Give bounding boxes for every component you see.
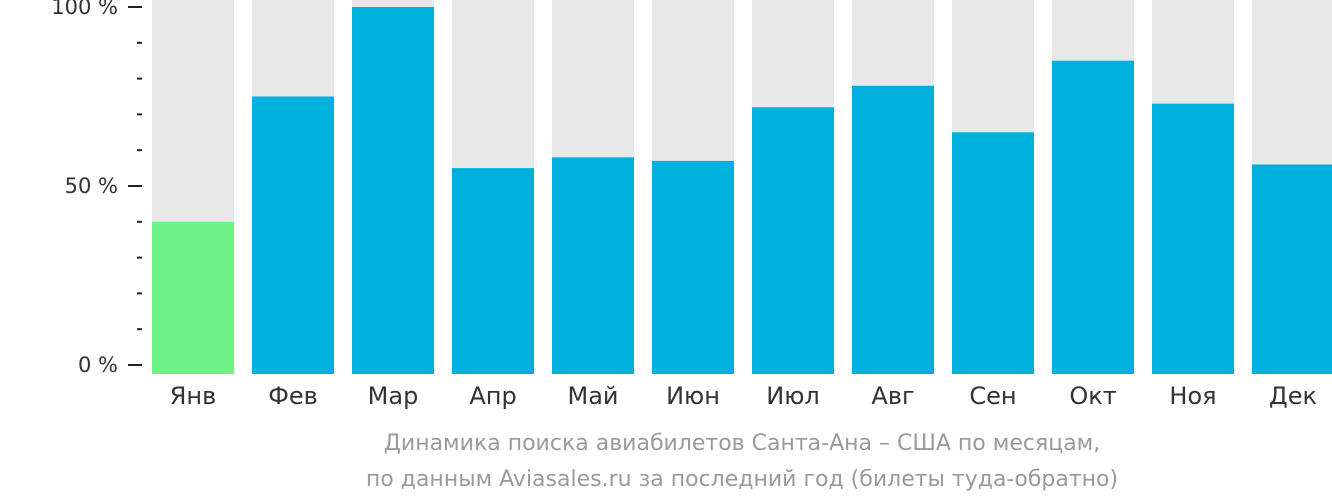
x-tick-label-11: Дек (1269, 382, 1317, 410)
bar-3 (452, 168, 534, 374)
y-tick-label-0: 0 % (78, 353, 118, 377)
bar-0 (152, 221, 234, 374)
x-tick-label-8: Сен (969, 382, 1016, 410)
bar-11 (1252, 164, 1332, 374)
bar-4 (552, 157, 634, 374)
x-tick-label-5: Июн (666, 382, 720, 410)
bar-1 (252, 96, 334, 374)
y-tick-label-2: 100 % (51, 0, 118, 19)
caption-line-2-wrap: по данным Aviasales.ru за последний год … (152, 469, 1332, 491)
x-axis: Янв Фев Мар Апр Май Июн Июл Авг Сен Окт Ноя Дек (170, 382, 1317, 410)
y-axis: 0 % 50 % 100 % (51, 0, 142, 377)
bar-5 (652, 160, 734, 374)
data-bars (152, 7, 1332, 375)
caption-line-1-wrap: Динамика поиска авиабилетов Санта-Ана – … (152, 433, 1332, 455)
chart-caption-line-1: Динамика поиска авиабилетов Санта-Ана – … (383, 431, 1101, 456)
bar-8 (952, 132, 1034, 374)
x-tick-label-4: Май (567, 382, 618, 410)
x-tick-label-0: Янв (170, 382, 217, 410)
chart-caption-line-2: по данным Aviasales.ru за последний год … (365, 467, 1119, 492)
bar-2 (352, 7, 434, 374)
x-tick-label-1: Фев (268, 382, 318, 410)
bar-10 (1152, 103, 1234, 374)
x-tick-label-3: Апр (469, 382, 516, 410)
x-tick-label-6: Июл (766, 382, 820, 410)
x-tick-label-9: Окт (1069, 382, 1116, 410)
x-tick-label-10: Ноя (1169, 382, 1216, 410)
x-tick-label-2: Мар (368, 382, 419, 410)
bar-6 (752, 107, 834, 375)
y-tick-label-1: 50 % (65, 174, 118, 198)
bar-7 (852, 85, 934, 374)
x-tick-label-7: Авг (871, 382, 914, 410)
bar-9 (1052, 60, 1134, 374)
